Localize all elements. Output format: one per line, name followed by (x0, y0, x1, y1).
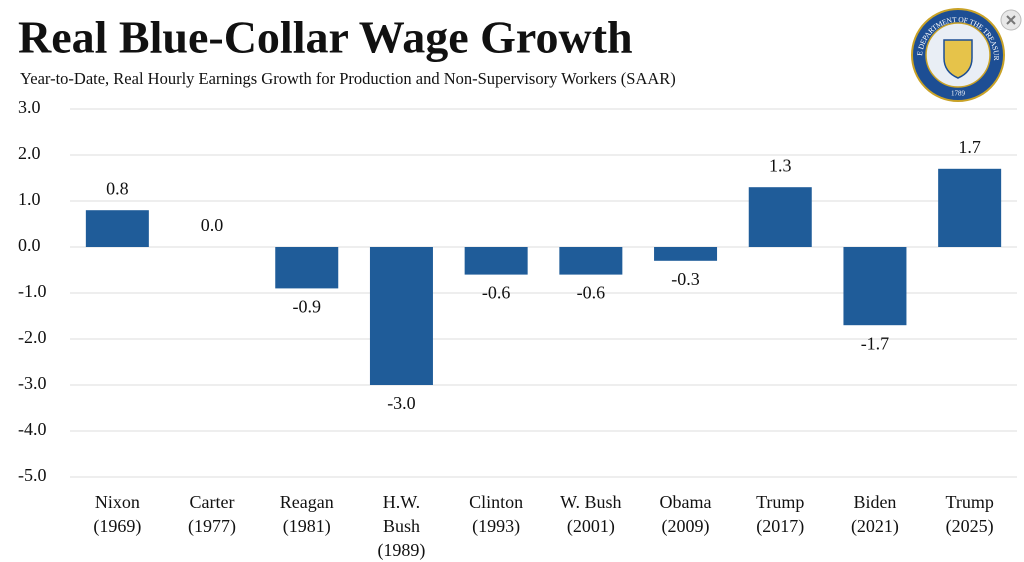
value-label: -0.6 (482, 283, 511, 303)
seal-shield (943, 39, 973, 79)
bar (938, 168, 1002, 247)
value-label: 0.8 (106, 178, 129, 198)
value-label: -1.7 (861, 333, 890, 353)
bar (464, 247, 528, 275)
x-tick-label: (1989) (377, 540, 425, 561)
x-tick-label: Obama (660, 492, 712, 512)
value-label: -0.9 (293, 297, 322, 317)
close-icon[interactable] (1006, 15, 1016, 25)
value-label: 1.7 (958, 137, 981, 157)
y-tick-label: -5.0 (18, 465, 47, 485)
chart-title: Real Blue-Collar Wage Growth (18, 12, 633, 63)
x-tick-label: (2025) (946, 516, 994, 537)
x-tick-label: (2017) (756, 516, 804, 537)
x-tick-label: Nixon (95, 492, 140, 512)
x-tick-label: (2009) (662, 516, 710, 537)
x-tick-label: (1981) (283, 516, 331, 537)
x-tick-label: (2001) (567, 516, 615, 537)
x-tick-label: H.W. (383, 492, 420, 512)
x-tick-label: (1969) (93, 516, 141, 537)
bar (748, 187, 812, 247)
x-tick-label: W. Bush (560, 492, 621, 512)
y-tick-label: -1.0 (18, 281, 47, 301)
y-tick-label: -4.0 (18, 419, 47, 439)
x-tick-label: Biden (853, 492, 896, 512)
x-tick-label: (2021) (851, 516, 899, 537)
bar (654, 247, 718, 261)
value-label: -0.6 (577, 283, 606, 303)
x-tick-label: Reagan (280, 492, 334, 512)
y-tick-label: 3.0 (18, 97, 41, 117)
x-tick-label: Bush (383, 516, 420, 536)
y-tick-label: 1.0 (18, 189, 41, 209)
bar (369, 247, 433, 385)
x-tick-label: Carter (190, 492, 235, 512)
x-tick-label: (1993) (472, 516, 520, 537)
seal-year: 1789 (951, 90, 966, 98)
value-label: -3.0 (387, 393, 416, 413)
y-tick-label: -3.0 (18, 373, 47, 393)
y-tick-label: -2.0 (18, 327, 47, 347)
value-label: 1.3 (769, 155, 792, 175)
value-label: -0.3 (671, 269, 700, 289)
bar (85, 210, 149, 247)
bar (559, 247, 623, 275)
x-tick-label: Trump (945, 492, 993, 512)
chart-subtitle: Year-to-Date, Real Hourly Earnings Growt… (20, 69, 676, 88)
value-label: 0.0 (201, 215, 224, 235)
y-tick-label: 0.0 (18, 235, 41, 255)
bar (275, 247, 339, 289)
x-tick-label: Trump (756, 492, 804, 512)
close-button[interactable] (1000, 9, 1022, 31)
bar (843, 247, 907, 326)
x-tick-label: (1977) (188, 516, 236, 537)
y-tick-label: 2.0 (18, 143, 41, 163)
x-tick-label: Clinton (469, 492, 523, 512)
